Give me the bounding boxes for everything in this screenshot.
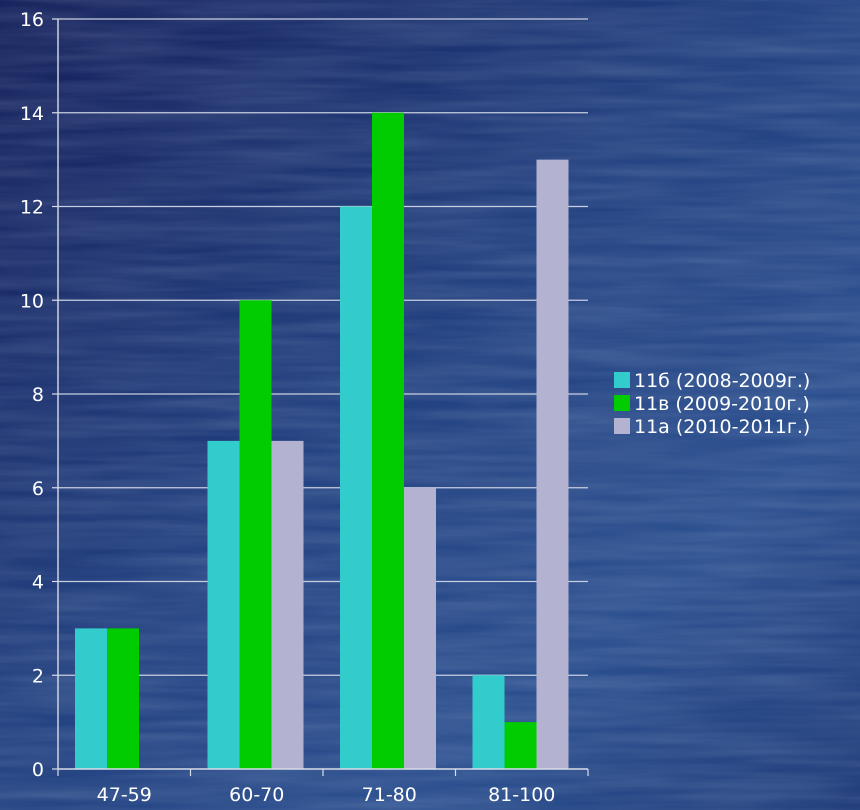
bar-1-47-59 <box>75 628 107 769</box>
bar-2-47-59 <box>107 628 139 769</box>
x-tick-label: 60-70 <box>229 784 284 806</box>
y-tick-label: 0 <box>32 759 44 781</box>
bars <box>75 112 569 769</box>
bar-1-60-70 <box>207 440 240 769</box>
bar-3-60-70 <box>271 440 304 769</box>
axes: 0 2 4 6 8 10 12 14 16 47-59 60-70 71-80 81-100 <box>20 9 589 806</box>
x-tick-label: 71-80 <box>362 784 417 806</box>
bar-3-71-80 <box>404 487 436 769</box>
y-tick-label: 4 <box>32 572 44 594</box>
bar-2-81-100 <box>504 722 537 769</box>
bar-2-71-80 <box>372 112 404 769</box>
y-tick-label: 8 <box>32 384 44 406</box>
y-tick-label: 2 <box>32 665 44 687</box>
legend-swatch-3 <box>614 418 630 434</box>
y-tick-label: 10 <box>20 290 44 312</box>
legend: 11б (2008-2009г.)11в (2009-2010г.)11а (2… <box>614 370 810 438</box>
y-tick-label: 6 <box>32 478 44 500</box>
legend-swatch-2 <box>614 395 630 411</box>
y-tick-label: 14 <box>20 103 44 125</box>
legend-label-1: 11б (2008-2009г.) <box>634 370 810 392</box>
bar-1-71-80 <box>340 206 372 769</box>
x-tick-label: 47-59 <box>97 784 152 806</box>
legend-label-2: 11в (2009-2010г.) <box>634 393 810 415</box>
bar-1-81-100 <box>472 675 505 769</box>
y-tick-label: 12 <box>20 197 44 219</box>
legend-swatch-1 <box>614 372 630 388</box>
x-tick-label: 81-100 <box>488 784 555 806</box>
legend-label-3: 11а (2010-2011г.) <box>634 416 810 438</box>
gridlines <box>58 18 588 676</box>
bar-3-81-100 <box>536 159 569 769</box>
bar-2-60-70 <box>239 300 272 769</box>
y-tick-label: 16 <box>20 9 44 31</box>
